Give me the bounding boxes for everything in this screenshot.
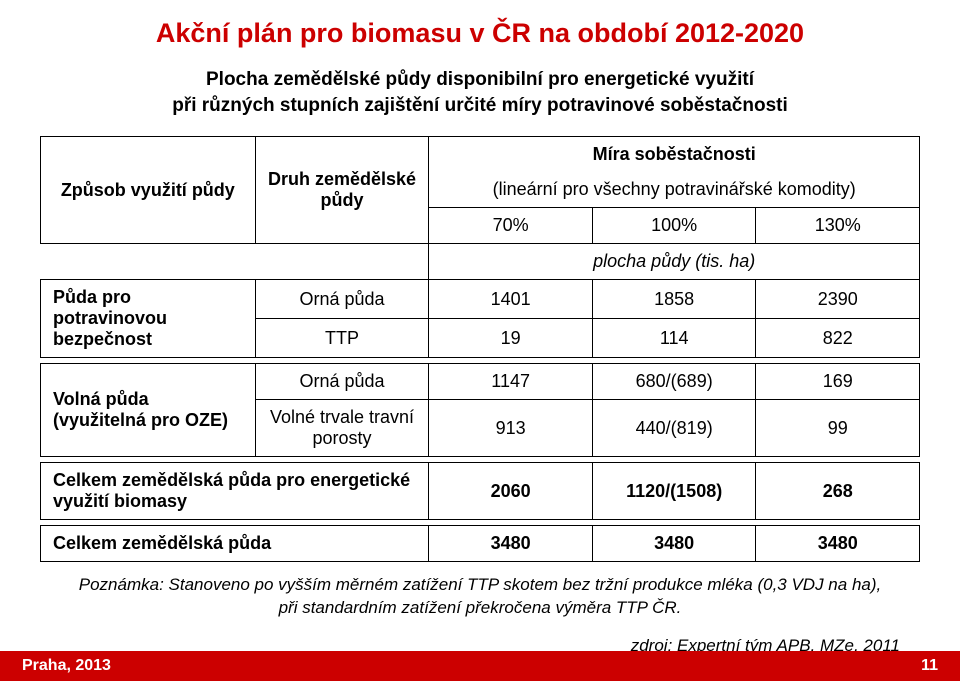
subtitle-line-2: při různých stupních zajištění určité mí… [172,95,788,116]
header-mira: Míra soběstačnosti [429,137,920,173]
row-orna2-130: 169 [756,364,920,400]
row-orna1-70: 1401 [429,280,593,319]
row-celkem-bio-100: 1120/(1508) [592,463,756,520]
row-ttp-70: 19 [429,319,593,358]
row-celkem-bio-label: Celkem zemědělská půda pro energetické v… [41,463,429,520]
row-orna1-label: Orná půda [255,280,429,319]
slide-title: Akční plán pro biomasu v ČR na období 20… [40,18,920,49]
row-vtt-130: 99 [756,400,920,457]
row-celkem-all-100: 3480 [592,526,756,562]
header-plocha: plocha půdy (tis. ha) [429,244,920,280]
row-orna1-100: 1858 [592,280,756,319]
row-celkem-all-70: 3480 [429,526,593,562]
row-orna2-100: 680/(689) [592,364,756,400]
row-vtt-label: Volné trvale travní porosty [255,400,429,457]
row-ttp-100: 114 [592,319,756,358]
row-orna1-130: 2390 [756,280,920,319]
row-ttp-label: TTP [255,319,429,358]
header-130: 130% [756,208,920,244]
header-zpusob: Způsob využití půdy [41,137,256,244]
footnote-line-2: při standardním zatížení překročena výmě… [279,598,682,617]
footer-bar: Praha, 2013 11 [0,651,960,681]
row-celkem-all-label: Celkem zemědělská půda [41,526,429,562]
footer-left: Praha, 2013 [22,657,111,675]
section-puda-pro: Půda pro potravinovou bezpečnost [41,280,256,358]
footer-page-number: 11 [921,657,938,675]
footnote-line-1: Poznámka: Stanoveno po vyšším měrném zat… [79,575,882,594]
row-vtt-100: 440/(819) [592,400,756,457]
header-linear: (lineární pro všechny potravinářské komo… [429,172,920,208]
header-druh: Druh zemědělské půdy [255,137,429,244]
row-celkem-bio-70: 2060 [429,463,593,520]
slide-subtitle: Plocha zemědělské půdy disponibilní pro … [40,67,920,118]
row-celkem-all-130: 3480 [756,526,920,562]
row-vtt-70: 913 [429,400,593,457]
section-volna: Volná půda (využitelná pro OZE) [41,364,256,457]
row-orna2-70: 1147 [429,364,593,400]
header-100: 100% [592,208,756,244]
row-celkem-bio-130: 268 [756,463,920,520]
footnote: Poznámka: Stanoveno po vyšším měrném zat… [40,574,920,620]
row-ttp-130: 822 [756,319,920,358]
subtitle-line-1: Plocha zemědělské půdy disponibilní pro … [206,69,754,90]
row-orna2-label: Orná půda [255,364,429,400]
data-table: Způsob využití půdy Druh zemědělské půdy… [40,136,920,562]
header-70: 70% [429,208,593,244]
